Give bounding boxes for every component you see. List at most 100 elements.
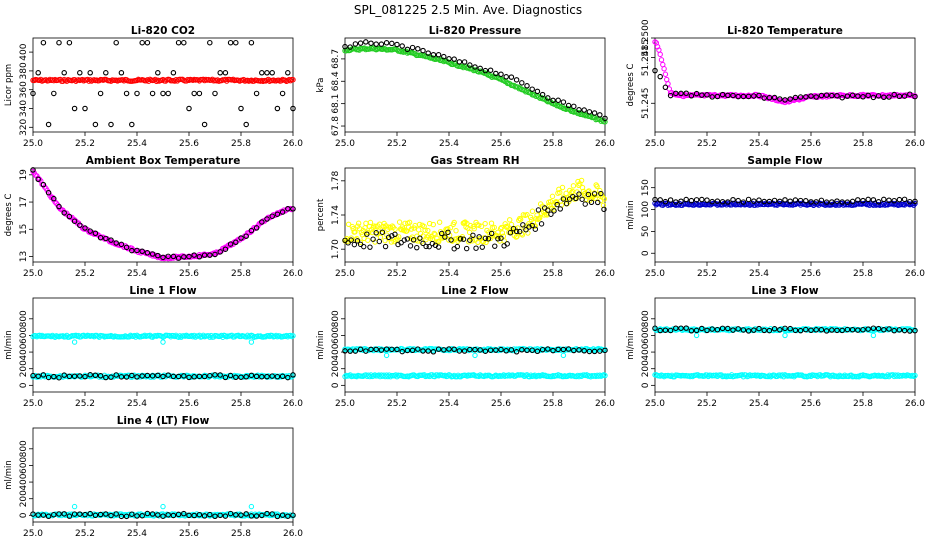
x-tick-label: 25.0 — [645, 399, 665, 409]
data-point — [693, 332, 700, 339]
data-point — [222, 374, 229, 381]
data-point — [186, 105, 192, 112]
data-point — [476, 234, 482, 240]
panel-title: Sample Flow — [747, 155, 822, 167]
data-point — [347, 348, 353, 354]
data-point — [77, 373, 83, 379]
y-tick-label: 0 — [641, 382, 651, 388]
data-point — [160, 513, 166, 519]
data-point — [517, 215, 523, 222]
data-point — [103, 374, 109, 381]
data-point — [560, 196, 567, 202]
data-point — [103, 511, 109, 517]
chart-co2: Li-820 CO2 25.0 25.2 25.4 25.6 25.8 26.0 320340… — [4, 25, 303, 149]
data-point — [829, 92, 835, 99]
data-point — [891, 91, 897, 98]
data-point — [103, 70, 109, 76]
data-point — [165, 512, 171, 518]
data-point — [71, 511, 78, 517]
data-point — [466, 229, 473, 236]
data-point — [451, 56, 457, 62]
data-point — [865, 326, 871, 332]
data-point — [165, 372, 171, 378]
data-point — [730, 92, 736, 99]
data-point — [797, 94, 804, 100]
data-point — [844, 326, 851, 333]
x-tick-label: 25.8 — [543, 139, 563, 149]
data-point — [501, 238, 507, 244]
data-point — [693, 90, 700, 97]
series-secondary — [30, 167, 296, 261]
y-tick-label: 800 — [19, 440, 29, 457]
data-point — [103, 235, 109, 242]
data-point — [441, 53, 447, 60]
data-point — [497, 225, 504, 232]
data-point — [519, 232, 526, 238]
data-point — [601, 206, 607, 213]
data-point — [513, 228, 520, 235]
data-point — [601, 196, 608, 202]
data-point — [529, 86, 535, 92]
data-point — [175, 373, 182, 380]
data-point — [745, 93, 752, 100]
data-point — [667, 197, 674, 203]
data-point — [352, 348, 359, 354]
y-axis-label: ml/min — [626, 330, 636, 360]
data-point — [345, 221, 352, 227]
data-point — [269, 70, 275, 76]
data-point — [808, 199, 814, 205]
x-tick-label: 25.4 — [749, 269, 769, 279]
data-point — [725, 325, 731, 332]
data-point — [912, 200, 918, 207]
data-point — [730, 327, 736, 333]
data-point — [469, 238, 476, 244]
data-point — [803, 198, 809, 204]
data-point — [238, 374, 244, 380]
data-point — [470, 232, 476, 239]
data-point — [421, 223, 427, 230]
x-tick-label: 25.8 — [543, 269, 563, 279]
data-point — [683, 196, 689, 203]
data-point — [591, 191, 598, 197]
y-tick-label: 68.4 — [331, 71, 341, 91]
data-point — [285, 513, 291, 519]
data-point — [907, 91, 913, 97]
data-point — [881, 196, 887, 203]
data-point — [118, 241, 125, 248]
data-point — [901, 327, 908, 334]
data-point — [881, 326, 887, 333]
data-point — [709, 198, 715, 205]
x-tick-label: 26.0 — [283, 399, 303, 409]
data-point — [891, 327, 897, 334]
data-point — [212, 90, 218, 97]
y-tick-label: 51.2500 — [641, 19, 651, 56]
data-point — [430, 349, 437, 355]
data-point — [155, 372, 161, 379]
data-point — [591, 110, 598, 116]
data-point — [290, 77, 296, 83]
data-point — [414, 244, 420, 251]
y-tick-label: 67.8 — [331, 116, 341, 136]
data-point — [35, 512, 41, 518]
data-point — [881, 94, 887, 101]
data-point — [207, 511, 213, 518]
x-tick-label: 25.6 — [491, 139, 511, 149]
data-point — [499, 230, 506, 236]
data-point — [602, 115, 608, 122]
data-point — [803, 326, 809, 333]
data-point — [392, 231, 398, 237]
plot-frame — [654, 297, 916, 393]
y-tick-label: 800 — [19, 310, 29, 327]
data-point — [844, 199, 851, 205]
data-point — [212, 372, 218, 378]
y-tick-label: 200 — [19, 360, 29, 377]
y-tick-label: 17 — [19, 196, 29, 207]
data-point — [248, 339, 255, 345]
data-point — [751, 198, 757, 204]
data-point — [134, 90, 140, 97]
data-point — [82, 225, 88, 231]
data-point — [285, 374, 291, 381]
data-point — [170, 253, 177, 260]
data-point — [907, 198, 913, 205]
panel-title: Li-820 Pressure — [429, 25, 522, 37]
